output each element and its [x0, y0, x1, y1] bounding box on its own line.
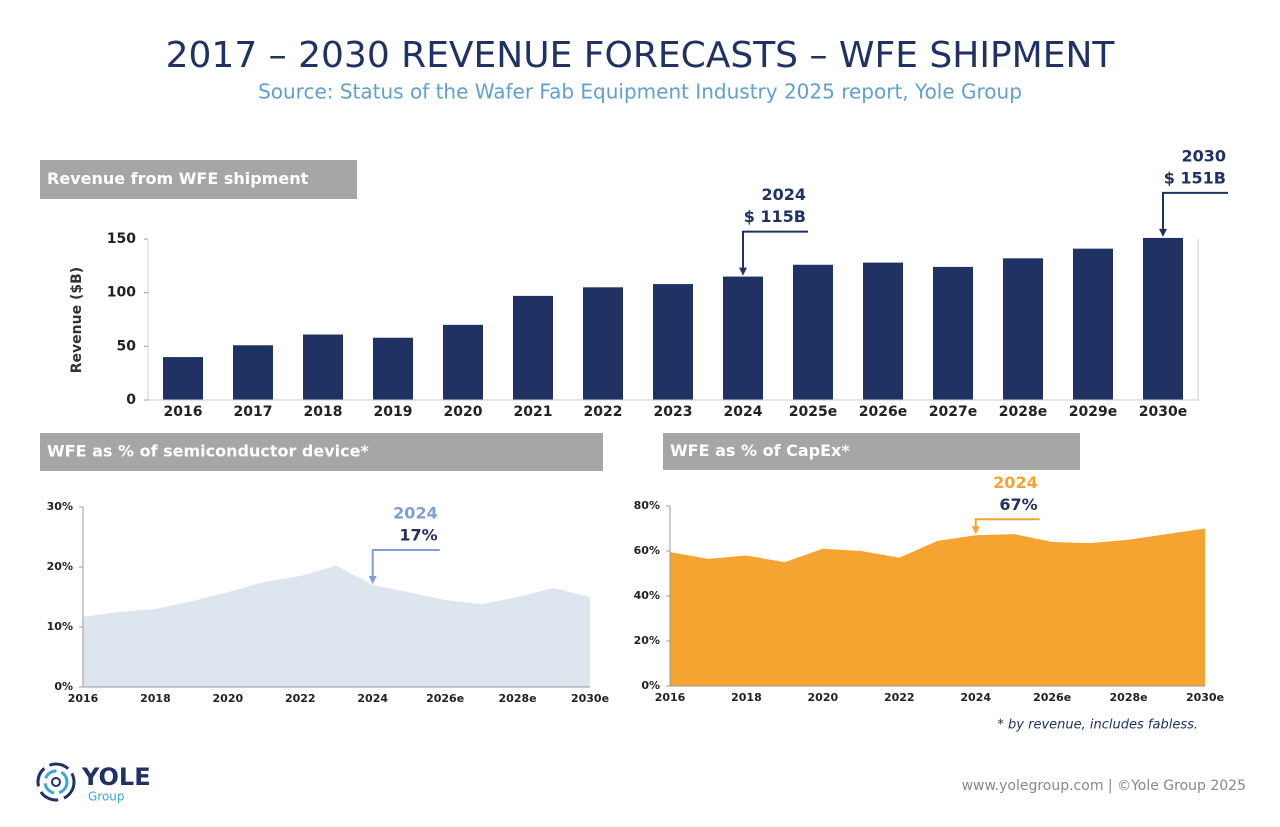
y-tick-label: 30%: [47, 500, 73, 513]
bar: [723, 276, 763, 400]
panel-title: WFE as % of CapEx*: [670, 441, 850, 460]
y-tick-label: 0%: [54, 680, 73, 693]
area: [670, 528, 1205, 686]
y-tick-label: 20%: [634, 634, 660, 647]
panel-header: [40, 160, 357, 199]
x-tick-label: 2022: [884, 691, 915, 704]
annotation-arrowhead: [971, 526, 980, 535]
y-tick-label: 50: [117, 338, 137, 354]
bar: [1143, 237, 1183, 400]
bar: [443, 324, 483, 400]
panel-header: [663, 433, 1080, 470]
y-tick-label: 100: [107, 285, 136, 301]
bar: [583, 287, 623, 400]
y-tick-label: 60%: [634, 544, 660, 557]
footer: www.yolegroup.com | ©Yole Group 2025: [962, 778, 1246, 794]
y-axis-label: Revenue ($B): [69, 267, 85, 373]
x-tick-label: 2020: [444, 404, 483, 420]
x-tick-label: 2030e: [1139, 404, 1187, 420]
x-tick-label: 2021: [514, 404, 553, 420]
y-tick-label: 20%: [47, 560, 73, 573]
area: [83, 565, 590, 687]
bar: [1073, 248, 1113, 400]
x-tick-label: 2026e: [859, 404, 907, 420]
logo: YOLE Group: [36, 762, 151, 804]
x-tick-label: 2024: [357, 692, 388, 705]
y-tick-label: 0%: [641, 679, 660, 692]
bar: [373, 337, 413, 400]
logo-ring: [51, 777, 61, 787]
plot-frame: [147, 239, 1199, 401]
annotation-arrowhead: [739, 267, 747, 276]
annotation-leader: [742, 230, 808, 269]
footnote: * by revenue, includes fabless.: [997, 718, 1198, 733]
annotation-label: 17%: [399, 526, 437, 545]
bar: [1003, 258, 1043, 400]
annotation-leader: [974, 518, 1040, 528]
x-tick-label: 2026e: [426, 692, 464, 705]
bar: [653, 284, 693, 400]
logo-name: YOLE: [81, 763, 151, 791]
annotation-year: 2024: [761, 185, 806, 204]
x-tick-label: 2024: [724, 404, 763, 420]
x-tick-label: 2016: [655, 691, 686, 704]
page-subtitle: Source: Status of the Wafer Fab Equipmen…: [258, 80, 1022, 104]
x-tick-label: 2022: [285, 692, 316, 705]
x-tick-label: 2016: [68, 692, 99, 705]
x-tick-label: 2016: [164, 404, 203, 420]
x-tick-label: 2017: [234, 404, 273, 420]
y-tick-label: 10%: [47, 620, 73, 633]
bar: [233, 345, 273, 400]
bar: [793, 264, 833, 400]
x-tick-label: 2018: [731, 691, 762, 704]
x-tick-label: 2028e: [499, 692, 537, 705]
annotation-leader: [371, 549, 440, 577]
logo-sub: Group: [88, 790, 125, 804]
page-title: 2017 – 2030 REVENUE FORECASTS – WFE SHIP…: [166, 35, 1116, 76]
y-tick-label: 40%: [634, 589, 660, 602]
annotation-label: $ 151B: [1164, 168, 1226, 187]
bar: [863, 262, 903, 400]
x-tick-label: 2020: [213, 692, 244, 705]
annotation-year: 2030: [1181, 146, 1226, 165]
annotation-leader: [1162, 191, 1228, 230]
y-tick-label: 80%: [634, 499, 660, 512]
x-tick-label: 2025e: [789, 404, 837, 420]
logo-ring: [36, 762, 76, 802]
bar: [513, 295, 553, 400]
annotation-arrowhead: [368, 576, 377, 584]
x-tick-label: 2018: [140, 692, 171, 705]
annotation-label: 67%: [999, 495, 1037, 514]
x-tick-label: 2026e: [1033, 691, 1071, 704]
x-tick-label: 2023: [654, 404, 693, 420]
x-tick-label: 2028e: [999, 404, 1047, 420]
panel-header: [40, 433, 603, 471]
y-tick-label: 150: [107, 231, 136, 247]
y-tick-label: 0: [126, 392, 136, 408]
x-tick-label: 2019: [374, 404, 413, 420]
x-tick-label: 2030e: [571, 692, 609, 705]
x-tick-label: 2029e: [1069, 404, 1117, 420]
bar: [933, 266, 973, 400]
x-tick-label: 2028e: [1110, 691, 1148, 704]
panel-title: WFE as % of semiconductor device*: [47, 442, 369, 461]
annotation-arrowhead: [1159, 228, 1167, 237]
x-tick-label: 2024: [960, 691, 991, 704]
x-tick-label: 2022: [584, 404, 623, 420]
x-tick-label: 2018: [304, 404, 343, 420]
annotation-year: 2024: [393, 504, 438, 523]
panel-title: Revenue from WFE shipment: [47, 169, 309, 188]
logo-ring: [43, 769, 69, 795]
bar: [303, 334, 343, 400]
bar: [163, 357, 203, 400]
annotation-label: $ 115B: [744, 207, 806, 226]
x-tick-label: 2027e: [929, 404, 977, 420]
annotation-year: 2024: [993, 473, 1038, 492]
x-tick-label: 2020: [808, 691, 839, 704]
x-tick-label: 2030e: [1186, 691, 1224, 704]
